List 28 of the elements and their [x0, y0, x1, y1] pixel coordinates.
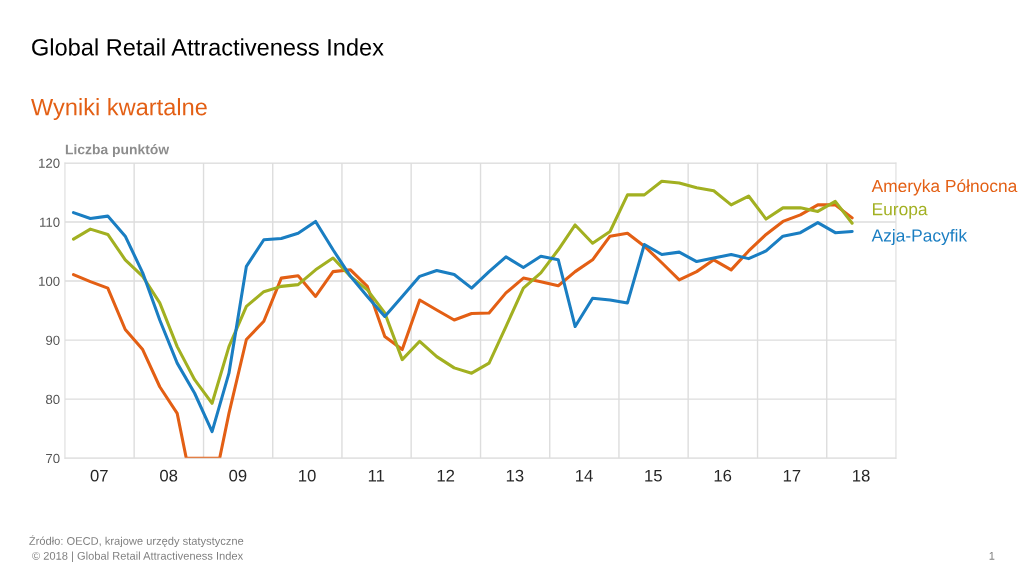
- y-axis-title: Liczba punktów: [65, 144, 170, 158]
- x-tick-label: 11: [368, 469, 385, 482]
- x-tick-label: 13: [506, 469, 524, 482]
- x-tick-label: 09: [229, 469, 247, 482]
- y-tick-label: 120: [39, 158, 60, 168]
- x-tick-label: 08: [160, 469, 178, 482]
- y-tick-label: 110: [40, 217, 60, 227]
- text: © 2018 | Global Retail Attractiveness Index: [32, 551, 244, 562]
- x-tick-label: 17: [783, 469, 801, 482]
- x-tick-label: 07: [90, 469, 108, 482]
- line-series: [71, 179, 854, 405]
- x-tick-label: 18: [853, 469, 870, 482]
- text: Źródło: OECD, krajowe urzędy statystyczne: [29, 535, 244, 548]
- x-tick-label: 12: [437, 469, 455, 482]
- x-tick-label: 16: [714, 469, 732, 482]
- y-tick-label: 80: [45, 394, 60, 405]
- series-label: Ameryka Północna: [871, 179, 1018, 196]
- x-tick-label: 15: [645, 469, 662, 482]
- x-tick-label: 14: [576, 469, 593, 482]
- x-tick-label: 10: [299, 469, 316, 482]
- series-label: Europa: [873, 203, 928, 219]
- chart-subtitle: Wyniki kwartalne: [31, 98, 207, 121]
- chart-title: Global Retail Attractiveness Index: [32, 38, 384, 56]
- y-tick-label: 70: [46, 453, 60, 464]
- text: 1: [989, 552, 995, 560]
- y-tick-label: 90: [46, 335, 60, 346]
- series-label: Azja-Pacyfik: [871, 228, 968, 246]
- y-tick-label: 100: [39, 276, 60, 286]
